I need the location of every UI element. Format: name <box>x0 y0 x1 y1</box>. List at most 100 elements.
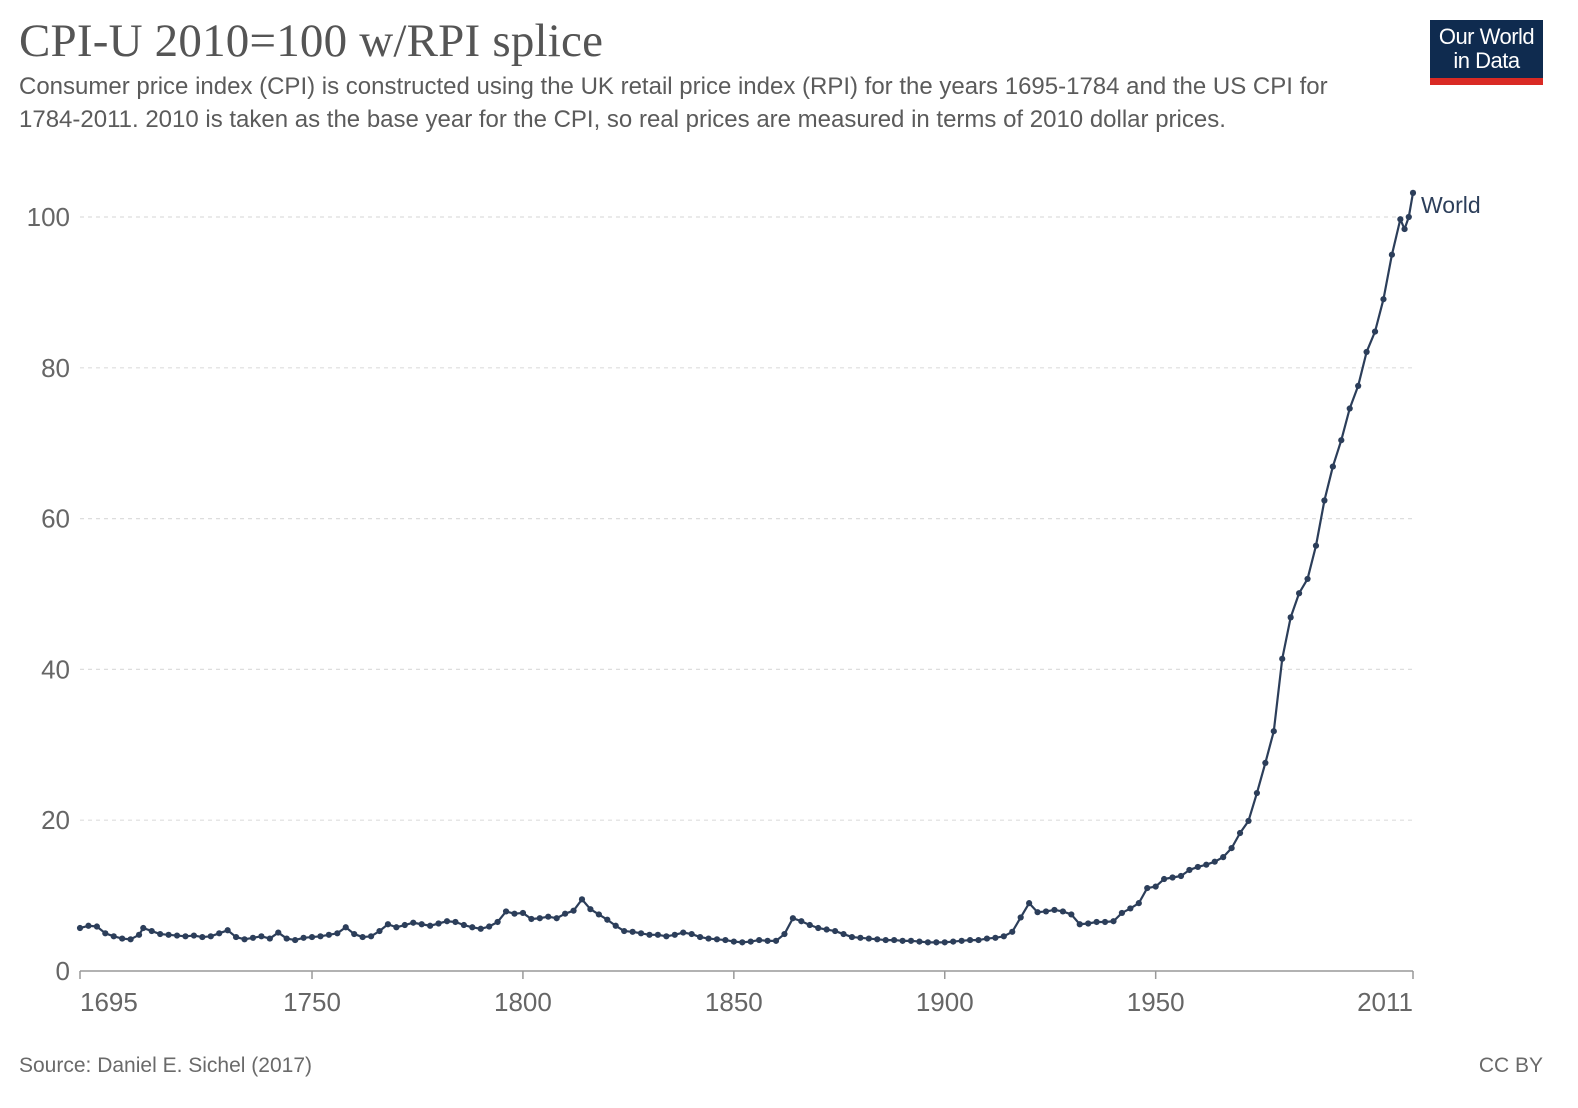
data-point[interactable] <box>907 937 915 944</box>
data-point[interactable] <box>528 915 535 923</box>
data-point[interactable] <box>789 915 797 922</box>
data-point[interactable] <box>469 924 476 931</box>
data-point[interactable] <box>1068 911 1075 918</box>
data-point[interactable] <box>1312 542 1320 549</box>
data-point[interactable] <box>696 933 704 941</box>
data-point[interactable] <box>393 924 400 931</box>
data-point[interactable] <box>705 935 712 942</box>
data-point[interactable] <box>612 922 619 929</box>
data-point[interactable] <box>418 921 425 928</box>
data-point[interactable] <box>249 934 257 941</box>
data-point[interactable] <box>713 936 721 943</box>
data-point[interactable] <box>207 933 214 940</box>
data-point[interactable] <box>874 936 881 943</box>
data-point[interactable] <box>1101 918 1109 926</box>
data-point[interactable] <box>232 933 240 941</box>
data-point[interactable] <box>553 915 560 922</box>
data-point[interactable] <box>595 911 602 918</box>
data-point[interactable] <box>688 930 695 938</box>
data-point[interactable] <box>1346 405 1353 412</box>
data-point[interactable] <box>165 931 172 938</box>
data-point[interactable] <box>562 910 569 917</box>
data-point[interactable] <box>924 939 931 946</box>
data-point[interactable] <box>502 908 510 915</box>
data-point[interactable] <box>1135 900 1142 907</box>
data-point[interactable] <box>427 922 434 929</box>
data-point[interactable] <box>1017 914 1024 921</box>
data-point[interactable] <box>958 937 965 944</box>
data-point[interactable] <box>85 922 92 929</box>
data-point[interactable] <box>966 936 974 944</box>
data-point[interactable] <box>756 936 763 944</box>
data-point[interactable] <box>646 931 653 938</box>
data-point[interactable] <box>992 934 999 941</box>
series-label-world[interactable]: World <box>1421 192 1481 218</box>
data-point[interactable] <box>486 923 493 930</box>
data-point[interactable] <box>1026 900 1033 907</box>
data-point[interactable] <box>1279 655 1286 662</box>
data-point[interactable] <box>460 921 467 929</box>
data-point[interactable] <box>1253 789 1261 797</box>
data-point[interactable] <box>882 936 889 944</box>
data-point[interactable] <box>325 931 332 938</box>
data-point[interactable] <box>772 937 780 944</box>
data-point[interactable] <box>941 939 948 946</box>
data-point[interactable] <box>359 933 366 941</box>
data-point[interactable] <box>258 933 265 940</box>
data-point[interactable] <box>739 939 746 946</box>
data-point[interactable] <box>1177 872 1185 880</box>
data-point[interactable] <box>519 909 527 917</box>
data-point[interactable] <box>933 939 940 946</box>
data-point[interactable] <box>308 933 316 941</box>
data-point[interactable] <box>621 927 628 935</box>
data-point[interactable] <box>1144 884 1151 892</box>
data-point[interactable] <box>671 931 678 938</box>
data-point[interactable] <box>1304 575 1311 583</box>
data-point[interactable] <box>1118 909 1126 917</box>
data-point[interactable] <box>747 938 754 945</box>
data-point[interactable] <box>975 936 982 944</box>
data-point[interactable] <box>663 933 670 940</box>
data-point[interactable] <box>76 924 84 932</box>
data-point[interactable] <box>983 935 991 942</box>
data-point[interactable] <box>300 934 307 941</box>
data-point[interactable] <box>1211 858 1218 865</box>
data-point[interactable] <box>93 923 100 930</box>
series-world[interactable]: World <box>76 189 1481 946</box>
data-point[interactable] <box>1076 921 1083 928</box>
data-point[interactable] <box>806 921 813 929</box>
data-point[interactable] <box>722 936 729 944</box>
data-point[interactable] <box>140 924 147 932</box>
data-point[interactable] <box>629 928 636 935</box>
data-point[interactable] <box>351 930 358 938</box>
data-point[interactable] <box>224 927 231 934</box>
data-point[interactable] <box>1270 728 1277 735</box>
data-point[interactable] <box>1262 759 1269 766</box>
data-point[interactable] <box>401 921 408 929</box>
data-point[interactable] <box>1161 875 1168 883</box>
data-point[interactable] <box>1169 874 1176 881</box>
data-point[interactable] <box>384 921 392 928</box>
data-point[interactable] <box>1127 905 1134 912</box>
data-point[interactable] <box>1152 883 1159 890</box>
data-point[interactable] <box>127 936 134 943</box>
data-point[interactable] <box>857 934 864 941</box>
data-point[interactable] <box>452 918 459 926</box>
data-point[interactable] <box>848 933 856 941</box>
data-point[interactable] <box>815 924 822 932</box>
data-point[interactable] <box>157 930 164 938</box>
data-point[interactable] <box>840 930 847 938</box>
data-point[interactable] <box>148 927 155 935</box>
data-point[interactable] <box>730 938 737 945</box>
data-point[interactable] <box>292 936 299 944</box>
data-point[interactable] <box>604 916 611 923</box>
data-point[interactable] <box>1388 251 1396 258</box>
data-point[interactable] <box>1110 918 1117 925</box>
data-point[interactable] <box>587 906 594 913</box>
data-point[interactable] <box>1287 614 1294 621</box>
data-point[interactable] <box>102 930 109 937</box>
data-point[interactable] <box>950 938 957 945</box>
data-point[interactable] <box>275 929 282 936</box>
data-point[interactable] <box>899 937 906 944</box>
data-point[interactable] <box>1355 382 1362 389</box>
